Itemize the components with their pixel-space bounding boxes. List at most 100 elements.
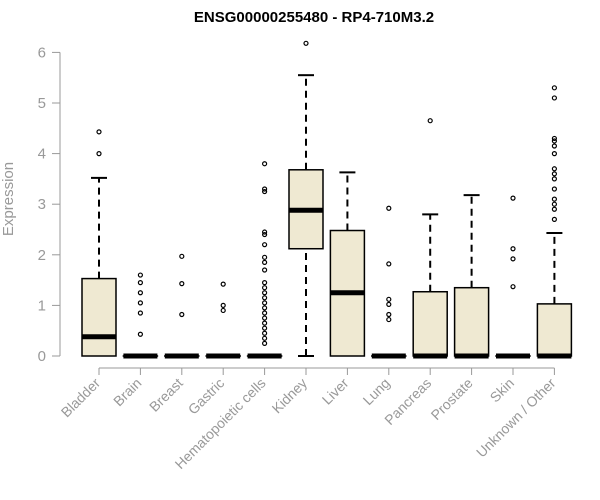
outlier-point bbox=[262, 229, 268, 235]
box-unknown-other bbox=[536, 85, 573, 359]
outlier-point bbox=[262, 254, 268, 260]
outlier-point bbox=[137, 331, 143, 337]
outlier-point bbox=[262, 310, 268, 316]
box-breast bbox=[164, 253, 200, 359]
outlier-point bbox=[262, 259, 268, 265]
outlier-point bbox=[427, 118, 433, 124]
outlier-point bbox=[262, 315, 268, 321]
x-tick-label: Kidney bbox=[269, 375, 311, 417]
outlier-point bbox=[262, 267, 268, 273]
y-tick-label: 6 bbox=[38, 44, 46, 61]
x-tick-label: Lung bbox=[360, 375, 393, 408]
outlier-point bbox=[262, 186, 268, 192]
outlier-point bbox=[262, 320, 268, 326]
y-tick-label: 5 bbox=[38, 95, 46, 112]
outlier-point bbox=[262, 300, 268, 306]
outlier-point bbox=[551, 166, 558, 172]
x-tick-label: Breast bbox=[146, 375, 186, 415]
outlier-point bbox=[386, 316, 392, 323]
outlier-point bbox=[179, 281, 185, 287]
outlier-point bbox=[262, 335, 268, 341]
box-hematopoietic-cells bbox=[246, 161, 283, 359]
outlier-point bbox=[179, 253, 185, 259]
box-prostate bbox=[453, 194, 490, 359]
x-tick-label: Skin bbox=[487, 375, 518, 406]
outlier-point bbox=[551, 201, 558, 207]
x-tick-label: Brain bbox=[110, 375, 144, 409]
y-tick-label: 2 bbox=[38, 247, 46, 264]
box-brain bbox=[122, 272, 159, 359]
box-skin bbox=[495, 195, 531, 359]
outlier-point bbox=[137, 272, 143, 278]
outlier-point bbox=[386, 301, 392, 307]
outlier-point bbox=[386, 205, 392, 211]
outlier-point bbox=[137, 280, 143, 286]
outlier-point bbox=[262, 305, 268, 311]
outlier-point bbox=[96, 151, 102, 157]
outlier-point bbox=[510, 195, 516, 201]
outlier-point bbox=[262, 285, 268, 291]
outlier-point bbox=[137, 290, 143, 296]
box-bladder bbox=[81, 129, 117, 357]
box-gastric bbox=[205, 281, 241, 359]
outlier-point bbox=[510, 256, 516, 262]
outlier-point bbox=[551, 85, 558, 91]
outlier-point bbox=[262, 330, 268, 336]
outlier-point bbox=[96, 129, 102, 135]
outlier-point bbox=[220, 281, 226, 287]
y-axis-label: Expression bbox=[0, 162, 17, 236]
y-tick-label: 1 bbox=[38, 297, 46, 314]
outlier-point bbox=[551, 135, 558, 142]
outlier-point bbox=[551, 206, 558, 212]
outlier-point bbox=[220, 302, 226, 308]
outlier-point bbox=[262, 340, 268, 346]
x-tick-label: Liver bbox=[319, 375, 352, 408]
outlier-point bbox=[551, 216, 558, 222]
outlier-point bbox=[551, 143, 558, 149]
outlier-point bbox=[262, 161, 268, 167]
outlier-point bbox=[262, 188, 268, 195]
y-axis: 0 1 2 3 4 5 6 bbox=[38, 44, 61, 365]
outlier-point bbox=[551, 186, 558, 192]
outlier-point bbox=[551, 196, 558, 202]
box-lung bbox=[371, 205, 407, 359]
outlier-point bbox=[551, 171, 558, 177]
outlier-point bbox=[220, 307, 226, 314]
box-liver bbox=[329, 171, 366, 357]
outlier-point bbox=[386, 311, 392, 318]
outlier-point bbox=[551, 138, 558, 144]
box-series bbox=[81, 40, 573, 359]
outlier-point bbox=[262, 231, 268, 238]
outlier-point bbox=[386, 261, 392, 267]
y-tick-label: 3 bbox=[38, 196, 46, 213]
outlier-point bbox=[179, 311, 185, 318]
outlier-point bbox=[262, 290, 268, 296]
outlier-point bbox=[137, 310, 143, 316]
box-pancreas bbox=[412, 118, 448, 359]
outlier-point bbox=[510, 246, 516, 252]
x-tick-label: Unknown / Other bbox=[473, 375, 559, 461]
x-tick-label: Prostate bbox=[428, 375, 476, 423]
outlier-point bbox=[262, 242, 268, 248]
outlier-point bbox=[303, 40, 309, 46]
box-iqr bbox=[412, 290, 448, 357]
box-iqr bbox=[536, 303, 573, 357]
box-iqr bbox=[81, 277, 117, 357]
outlier-point bbox=[551, 95, 558, 101]
x-tick-label: Bladder bbox=[58, 375, 104, 421]
y-tick-label: 4 bbox=[38, 146, 46, 163]
outlier-point bbox=[551, 151, 558, 157]
outlier-point bbox=[551, 176, 558, 182]
box-iqr bbox=[453, 286, 490, 357]
y-tick-label: 0 bbox=[38, 348, 46, 365]
outlier-point bbox=[137, 300, 143, 306]
outlier-point bbox=[262, 280, 268, 286]
box-kidney bbox=[288, 40, 324, 357]
chart-title: ENSG00000255480 - RP4-710M3.2 bbox=[194, 9, 434, 26]
outlier-point bbox=[386, 296, 392, 302]
outlier-point bbox=[262, 295, 268, 301]
outlier-point bbox=[510, 284, 516, 290]
outlier-point bbox=[262, 325, 268, 331]
